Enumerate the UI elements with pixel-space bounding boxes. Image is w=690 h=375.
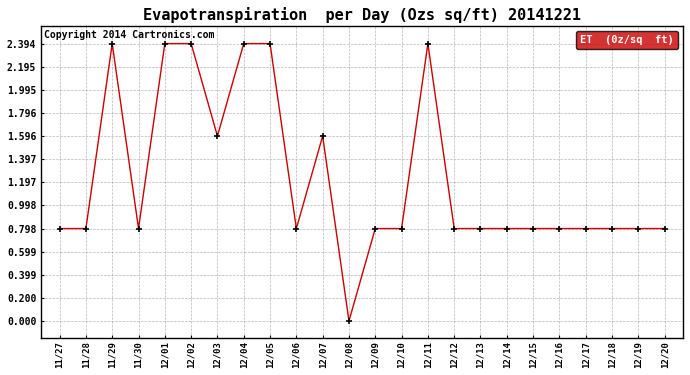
Title: Evapotranspiration  per Day (Ozs sq/ft) 20141221: Evapotranspiration per Day (Ozs sq/ft) 2… xyxy=(143,7,581,23)
Text: Copyright 2014 Cartronics.com: Copyright 2014 Cartronics.com xyxy=(44,30,215,40)
Legend: ET  (0z/sq  ft): ET (0z/sq ft) xyxy=(575,31,678,49)
